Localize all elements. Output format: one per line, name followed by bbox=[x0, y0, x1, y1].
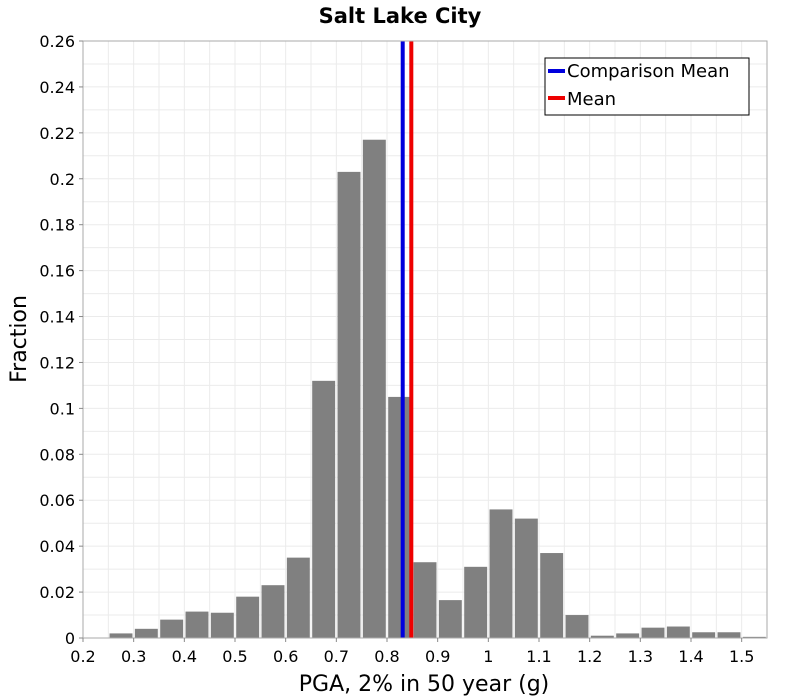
histogram-bar bbox=[666, 626, 690, 638]
histogram-bar bbox=[540, 553, 564, 638]
y-tick-label: 0.08 bbox=[39, 445, 75, 464]
histogram-bar bbox=[362, 139, 386, 638]
histogram-bar bbox=[109, 633, 133, 638]
x-tick-label: 1.5 bbox=[729, 647, 754, 666]
y-tick-label: 0.16 bbox=[39, 262, 75, 281]
y-axis-ticks: 0 0.02 0.04 0.06 0.08 0.1 0.12 0.14 0.16 0.18 0.2 0… bbox=[39, 32, 83, 648]
x-tick-label: 1.3 bbox=[628, 647, 653, 666]
x-tick-label: 1.4 bbox=[678, 647, 703, 666]
histogram-bar bbox=[565, 615, 589, 638]
histogram-bar bbox=[388, 396, 412, 638]
y-tick-label: 0.06 bbox=[39, 491, 75, 510]
x-tick-label: 0.6 bbox=[273, 647, 298, 666]
histogram-bar bbox=[692, 632, 716, 638]
y-tick-label: 0.1 bbox=[50, 399, 75, 418]
histogram-bar bbox=[210, 612, 234, 638]
y-tick-label: 0.12 bbox=[39, 353, 75, 372]
x-tick-label: 0.8 bbox=[374, 647, 399, 666]
histogram-bar bbox=[413, 562, 437, 638]
histogram-bar bbox=[261, 585, 285, 638]
y-tick-label: 0.24 bbox=[39, 78, 75, 97]
x-tick-label: 1 bbox=[483, 647, 493, 666]
histogram-bar bbox=[286, 557, 310, 638]
histogram-bar bbox=[236, 596, 260, 638]
plot-area-border bbox=[82, 40, 768, 639]
histogram-bars bbox=[109, 139, 766, 638]
y-tick-label: 0.2 bbox=[50, 170, 75, 189]
x-tick-label: 1.1 bbox=[526, 647, 551, 666]
histogram-bar bbox=[616, 633, 640, 638]
histogram-bar bbox=[134, 628, 158, 638]
x-tick-label: 0.3 bbox=[121, 647, 146, 666]
chart-title: Salt Lake City bbox=[319, 4, 482, 28]
histogram-bar bbox=[438, 600, 462, 638]
y-tick-label: 0 bbox=[65, 629, 75, 648]
legend-label-comparison-mean: Comparison Mean bbox=[567, 61, 730, 82]
x-axis-ticks: 0.2 0.3 0.4 0.5 0.6 0.7 0.8 0.9 1 1.1 1.2 1.3 1.4 1.5 bbox=[70, 638, 754, 666]
grid-lines bbox=[83, 41, 767, 638]
x-tick-label: 0.5 bbox=[222, 647, 247, 666]
histogram-bar bbox=[717, 632, 741, 638]
histogram-bar bbox=[641, 627, 665, 638]
y-tick-label: 0.02 bbox=[39, 583, 75, 602]
x-axis-label: PGA, 2% in 50 year (g) bbox=[299, 672, 550, 697]
histogram-bar bbox=[160, 619, 184, 638]
legend: Comparison Mean Mean bbox=[544, 57, 750, 116]
x-tick-label: 0.9 bbox=[425, 647, 450, 666]
y-axis-label: Fraction bbox=[7, 295, 32, 383]
histogram-bar bbox=[185, 611, 209, 638]
y-tick-label: 0.26 bbox=[39, 32, 75, 51]
histogram-bar bbox=[742, 636, 766, 638]
histogram-bar bbox=[337, 171, 361, 638]
histogram-bar bbox=[464, 566, 488, 638]
y-tick-label: 0.04 bbox=[39, 537, 75, 556]
y-tick-label: 0.18 bbox=[39, 216, 75, 235]
x-tick-label: 0.7 bbox=[324, 647, 349, 666]
histogram-bar bbox=[590, 635, 614, 638]
x-tick-label: 1.2 bbox=[577, 647, 602, 666]
histogram-bar bbox=[514, 518, 538, 638]
histogram-bar bbox=[489, 509, 513, 638]
y-tick-label: 0.14 bbox=[39, 308, 75, 327]
histogram-bar bbox=[312, 380, 336, 638]
mean-lines bbox=[400, 41, 414, 638]
x-tick-label: 0.2 bbox=[70, 647, 95, 666]
x-tick-label: 0.4 bbox=[172, 647, 197, 666]
legend-label-mean: Mean bbox=[567, 89, 616, 110]
y-tick-label: 0.22 bbox=[39, 124, 75, 143]
legend-box bbox=[544, 57, 750, 116]
